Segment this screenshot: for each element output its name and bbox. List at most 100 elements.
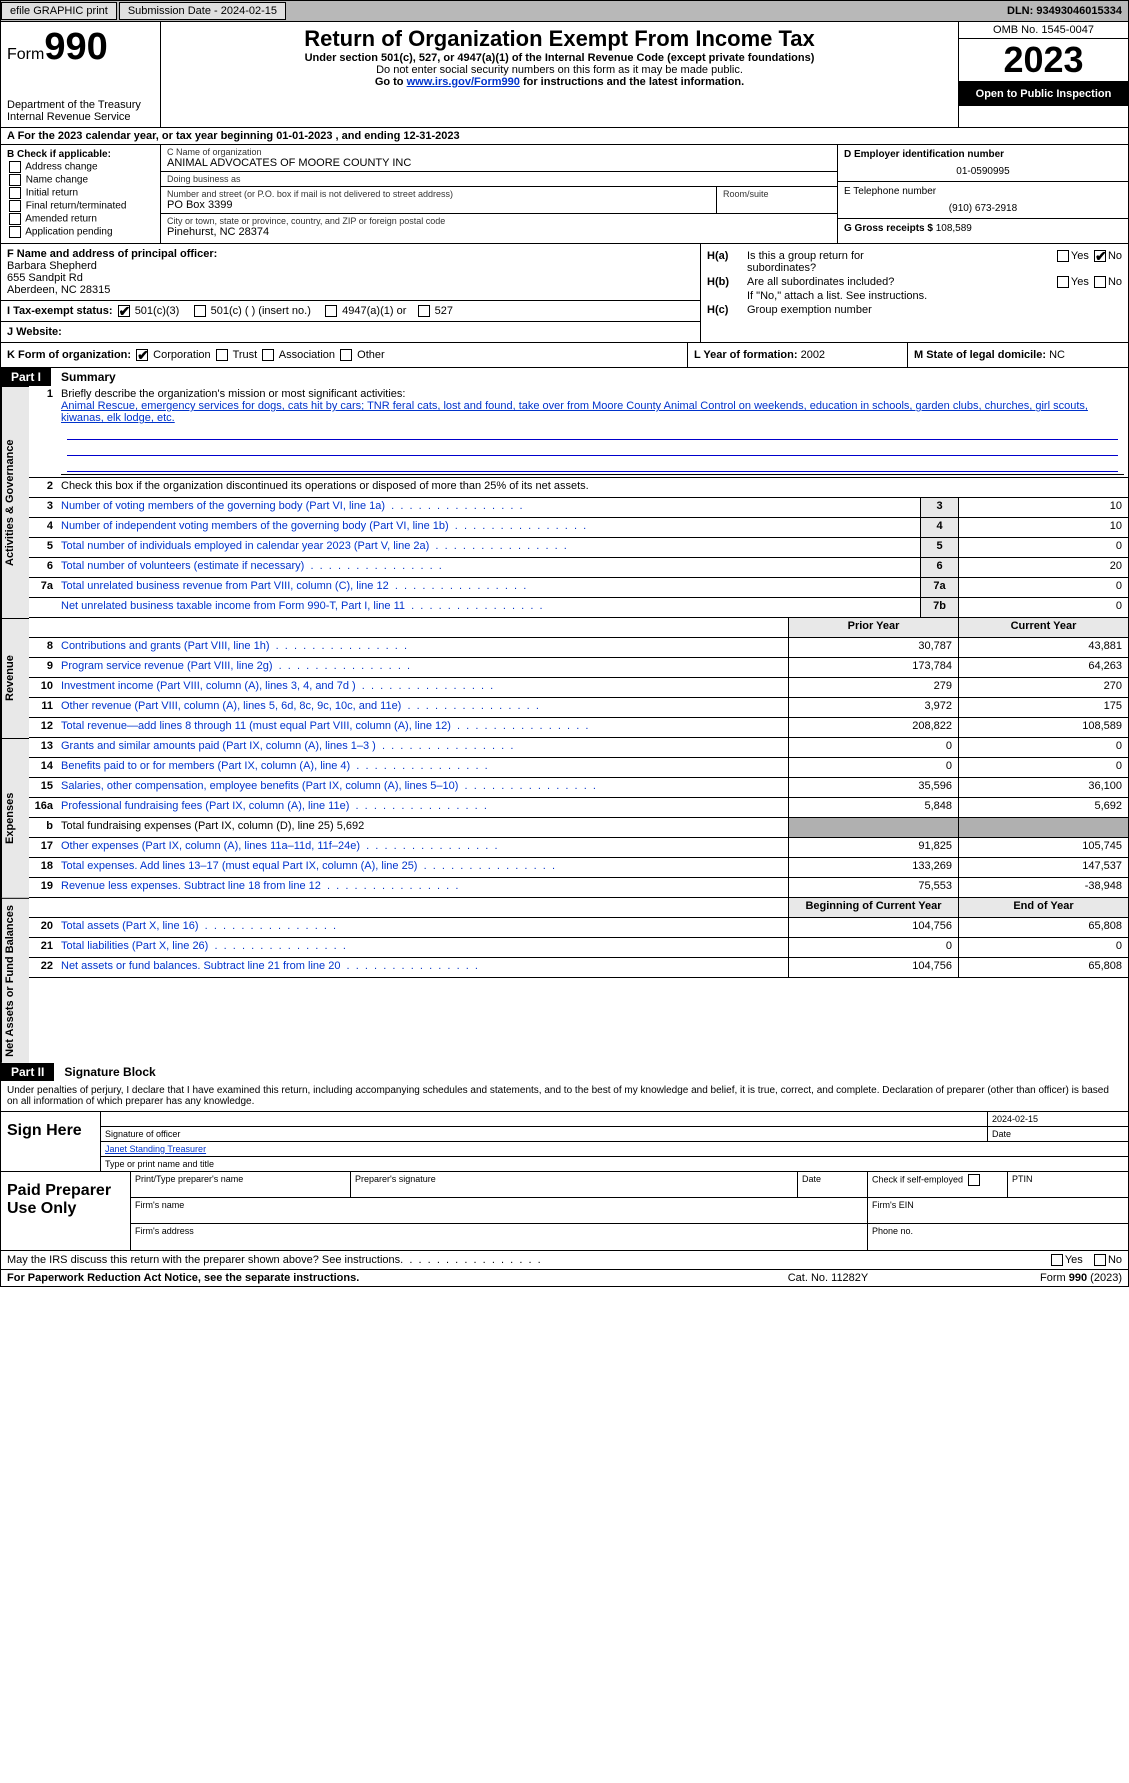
form-number: Form990 — [7, 26, 154, 69]
section-revenue: Revenue Prior Year Current Year 8Contrib… — [0, 618, 1129, 738]
form-header: Form990 Department of the Treasury Inter… — [0, 22, 1129, 127]
ein-value: 01-0590995 — [844, 160, 1122, 177]
irs-link[interactable]: www.irs.gov/Form990 — [407, 76, 520, 88]
firm-name-label: Firm's name — [131, 1198, 868, 1223]
box-f: F Name and address of principal officer:… — [1, 244, 700, 301]
top-bar: efile GRAPHIC print Submission Date - 20… — [0, 0, 1129, 22]
firm-ein-label: Firm's EIN — [868, 1198, 1128, 1223]
pp-name-label: Print/Type preparer's name — [131, 1172, 351, 1197]
sign-here-block: Sign Here 2024-02-15 Signature of office… — [0, 1112, 1129, 1172]
form-goto: Go to www.irs.gov/Form990 for instructio… — [169, 76, 950, 88]
officer-name-title: Janet Standing Treasurer — [101, 1142, 1128, 1156]
pra-notice: For Paperwork Reduction Act Notice, see … — [1, 1270, 728, 1286]
chk-501c[interactable] — [194, 305, 206, 317]
summary-row: 22Net assets or fund balances. Subtract … — [29, 958, 1128, 978]
chk-4947[interactable] — [325, 305, 337, 317]
org-name-label: C Name of organization — [167, 147, 831, 157]
col-begin-year: Beginning of Current Year — [788, 898, 958, 917]
chk-trust[interactable] — [216, 349, 228, 361]
chk-ha-yes[interactable] — [1057, 250, 1069, 262]
chk-corp[interactable] — [136, 349, 148, 361]
chk-address-change[interactable]: Address change — [7, 161, 154, 173]
box-b: B Check if applicable: Address change Na… — [1, 145, 161, 243]
page-footer: For Paperwork Reduction Act Notice, see … — [0, 1269, 1129, 1287]
officer-name: Barbara Shepherd — [7, 260, 694, 272]
tax-year: 2023 — [959, 39, 1128, 82]
section-bcde: B Check if applicable: Address change Na… — [0, 145, 1129, 244]
chk-discuss-no[interactable] — [1094, 1254, 1106, 1266]
summary-row: Net unrelated business taxable income fr… — [29, 598, 1128, 618]
dept-irs: Internal Revenue Service — [7, 111, 154, 123]
chk-final-return[interactable]: Final return/terminated — [7, 200, 154, 212]
gross-label: G Gross receipts $ — [844, 223, 933, 234]
summary-row: 6Total number of volunteers (estimate if… — [29, 558, 1128, 578]
chk-discuss-yes[interactable] — [1051, 1254, 1063, 1266]
part-ii-header: Part II Signature Block — [0, 1063, 1129, 1081]
dln-label: DLN: 93493046015334 — [1007, 5, 1128, 17]
chk-501c3[interactable] — [118, 305, 130, 317]
omb-number: OMB No. 1545-0047 — [959, 22, 1128, 39]
summary-row: 19Revenue less expenses. Subtract line 1… — [29, 878, 1128, 898]
vtab-activities: Activities & Governance — [1, 386, 29, 618]
chk-hb-no[interactable] — [1094, 276, 1106, 288]
summary-row: 21Total liabilities (Part X, line 26)00 — [29, 938, 1128, 958]
org-name: ANIMAL ADVOCATES OF MOORE COUNTY INC — [167, 157, 831, 169]
row-a-tax-year: A For the 2023 calendar year, or tax yea… — [0, 127, 1129, 145]
chk-ha-no[interactable] — [1094, 250, 1106, 262]
box-d: D Employer identification number 01-0590… — [838, 145, 1128, 243]
chk-527[interactable] — [418, 305, 430, 317]
summary-row: 16aProfessional fundraising fees (Part I… — [29, 798, 1128, 818]
city-value: Pinehurst, NC 28374 — [167, 226, 831, 238]
sig-officer-label: Signature of officer — [101, 1127, 988, 1141]
section-activities-governance: Activities & Governance 1 Briefly descri… — [0, 386, 1129, 618]
summary-row: 11Other revenue (Part VIII, column (A), … — [29, 698, 1128, 718]
mission-text: Animal Rescue, emergency services for do… — [61, 400, 1088, 424]
summary-row: 14Benefits paid to or for members (Part … — [29, 758, 1128, 778]
col-prior-year: Prior Year — [788, 618, 958, 637]
room-label: Room/suite — [723, 189, 831, 199]
pp-self-employed: Check if self-employed — [868, 1172, 1008, 1197]
form-title: Return of Organization Exempt From Incom… — [169, 26, 950, 52]
perjury-declaration: Under penalties of perjury, I declare th… — [0, 1081, 1129, 1112]
city-label: City or town, state or province, country… — [167, 216, 831, 226]
pp-sig-label: Preparer's signature — [351, 1172, 798, 1197]
chk-name-change[interactable]: Name change — [7, 174, 154, 186]
pp-date-label: Date — [798, 1172, 868, 1197]
box-k: K Form of organization: Corporation Trus… — [1, 343, 688, 367]
box-l: L Year of formation: 2002 — [688, 343, 908, 367]
dba-label: Doing business as — [167, 174, 831, 184]
chk-amended-return[interactable]: Amended return — [7, 213, 154, 225]
box-c: C Name of organization ANIMAL ADVOCATES … — [161, 145, 838, 243]
firm-addr-label: Firm's address — [131, 1224, 868, 1250]
dept-treasury: Department of the Treasury — [7, 99, 154, 111]
vtab-expenses: Expenses — [1, 738, 29, 898]
phone-value: (910) 673-2918 — [844, 197, 1122, 214]
summary-row: 13Grants and similar amounts paid (Part … — [29, 738, 1128, 758]
section-expenses: Expenses 13Grants and similar amounts pa… — [0, 738, 1129, 898]
chk-hb-yes[interactable] — [1057, 276, 1069, 288]
gross-value: 108,589 — [936, 223, 972, 234]
sig-date-label: Date — [988, 1127, 1128, 1141]
box-h: H(a) Is this a group return forsubordina… — [701, 244, 1128, 342]
chk-app-pending[interactable]: Application pending — [7, 226, 154, 238]
summary-row: 12Total revenue—add lines 8 through 11 (… — [29, 718, 1128, 738]
firm-phone-label: Phone no. — [868, 1224, 1128, 1250]
chk-assoc[interactable] — [262, 349, 274, 361]
may-irs-discuss: May the IRS discuss this return with the… — [0, 1251, 1129, 1269]
summary-row: 18Total expenses. Add lines 13–17 (must … — [29, 858, 1128, 878]
part-i-header: Part I Summary — [0, 368, 1129, 386]
summary-row: 4Number of independent voting members of… — [29, 518, 1128, 538]
vtab-revenue: Revenue — [1, 618, 29, 738]
chk-self-employed[interactable] — [968, 1174, 980, 1186]
summary-row: 9Program service revenue (Part VIII, lin… — [29, 658, 1128, 678]
chk-other[interactable] — [340, 349, 352, 361]
officer-addr2: Aberdeen, NC 28315 — [7, 284, 694, 296]
row-klm: K Form of organization: Corporation Trus… — [0, 343, 1129, 368]
summary-row: 20Total assets (Part X, line 16)104,7566… — [29, 918, 1128, 938]
col-current-year: Current Year — [958, 618, 1128, 637]
summary-row: 8Contributions and grants (Part VIII, li… — [29, 638, 1128, 658]
section-net-assets: Net Assets or Fund Balances Beginning of… — [0, 898, 1129, 1063]
chk-initial-return[interactable]: Initial return — [7, 187, 154, 199]
efile-print-button[interactable]: efile GRAPHIC print — [1, 2, 117, 20]
phone-label: E Telephone number — [844, 186, 1122, 197]
